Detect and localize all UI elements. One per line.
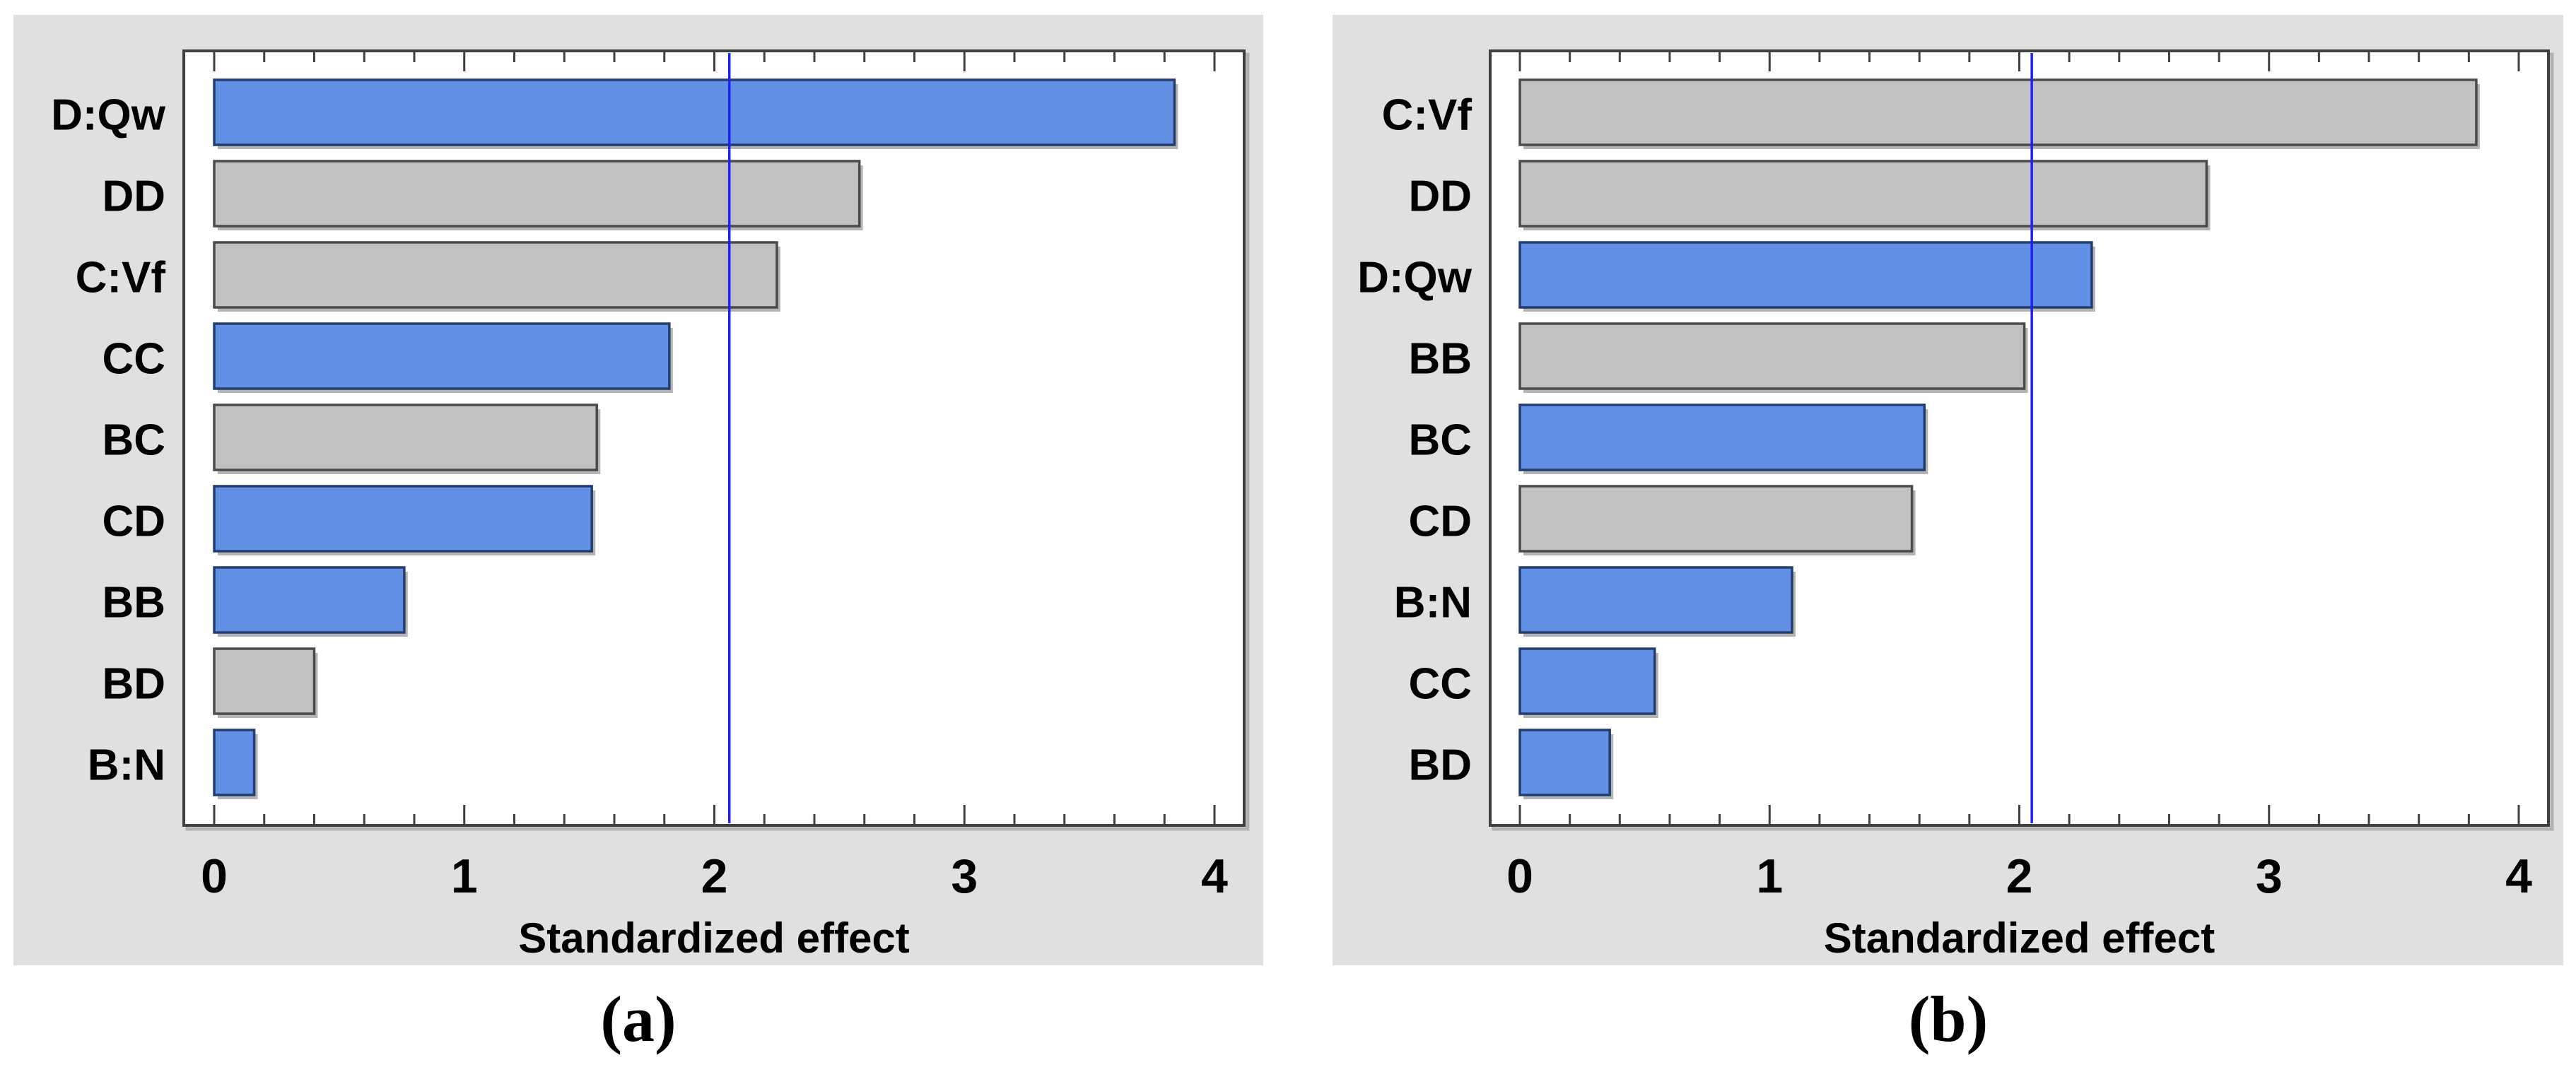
caption-b: (b) [1908, 983, 1989, 1055]
bar-DD [1518, 160, 2208, 228]
pareto-chart-a: D:Qw DD C:Vf CC BC CD BB BD B:N 0 1 2 3 4 Standardized… [51, 49, 1250, 962]
x-tick-label-2: 2 [701, 849, 728, 903]
x-tick-label-0: 0 [1506, 849, 1533, 903]
bar-BC [213, 404, 598, 471]
bar-CC [213, 322, 671, 390]
bar-D:Qw [213, 78, 1176, 146]
category-label-CC: CC [1408, 660, 1472, 709]
x-tick-label-1: 1 [1756, 849, 1783, 903]
x-tick-label-0: 0 [201, 849, 228, 903]
x-tick-label-3: 3 [2256, 849, 2283, 903]
bar-DD [213, 160, 861, 228]
x-tick-label-1: 1 [451, 849, 478, 903]
bar-C:Vf [1518, 78, 2478, 146]
category-label-BC: BC [1408, 416, 1472, 465]
bar-BC [1518, 404, 1926, 471]
category-label-D:Qw: D:Qw [1357, 254, 1473, 302]
bar-CC [1518, 647, 1656, 715]
bar-BD [213, 647, 316, 715]
x-tick-label-3: 3 [951, 849, 978, 903]
x-tick-label-4: 4 [2505, 849, 2532, 903]
category-label-CD: CD [102, 497, 165, 546]
chart-panel-b: C:Vf DD D:Qw BB BC CD B:N CC BD 0 1 2 3 4 Standardized… [1333, 15, 2563, 965]
category-label-BD: BD [102, 660, 165, 709]
category-label-BB: BB [1408, 335, 1472, 384]
category-label-BB: BB [102, 579, 165, 628]
x-axis-title: Standardized effect [1824, 914, 2215, 962]
category-label-DD: DD [1408, 172, 1472, 221]
chart-panel-a: D:Qw DD C:Vf CC BC CD BB BD B:N 0 1 2 3 4 Standardized… [13, 15, 1263, 965]
x-tick-label-2: 2 [2006, 849, 2033, 903]
category-label-CC: CC [102, 335, 165, 384]
category-label-C:Vf: C:Vf [76, 254, 166, 302]
category-label-C:Vf: C:Vf [1382, 91, 1473, 140]
bar-B:N [1518, 566, 1793, 634]
category-label-B:N: B:N [88, 741, 165, 790]
category-label-BD: BD [1408, 741, 1472, 790]
bar-B:N [213, 729, 256, 796]
bar-CD [1518, 485, 1914, 553]
bar-CD [213, 485, 593, 553]
category-label-D:Qw: D:Qw [51, 91, 166, 140]
x-tick-label-4: 4 [1201, 849, 1228, 903]
category-label-B:N: B:N [1394, 579, 1472, 628]
bar-D:Qw [1518, 241, 2093, 309]
category-label-DD: DD [102, 172, 165, 221]
bar-C:Vf [213, 241, 778, 309]
caption-a: (a) [600, 983, 677, 1055]
pareto-chart-b: C:Vf DD D:Qw BB BC CD B:N CC BD 0 1 2 3 4 Standardized… [1357, 49, 2554, 962]
bar-BD [1518, 729, 1611, 796]
bar-BB [213, 566, 406, 634]
category-label-BC: BC [102, 416, 165, 465]
bar-BB [1518, 322, 2026, 390]
x-axis-title: Standardized effect [518, 914, 909, 962]
category-label-CD: CD [1408, 497, 1472, 546]
